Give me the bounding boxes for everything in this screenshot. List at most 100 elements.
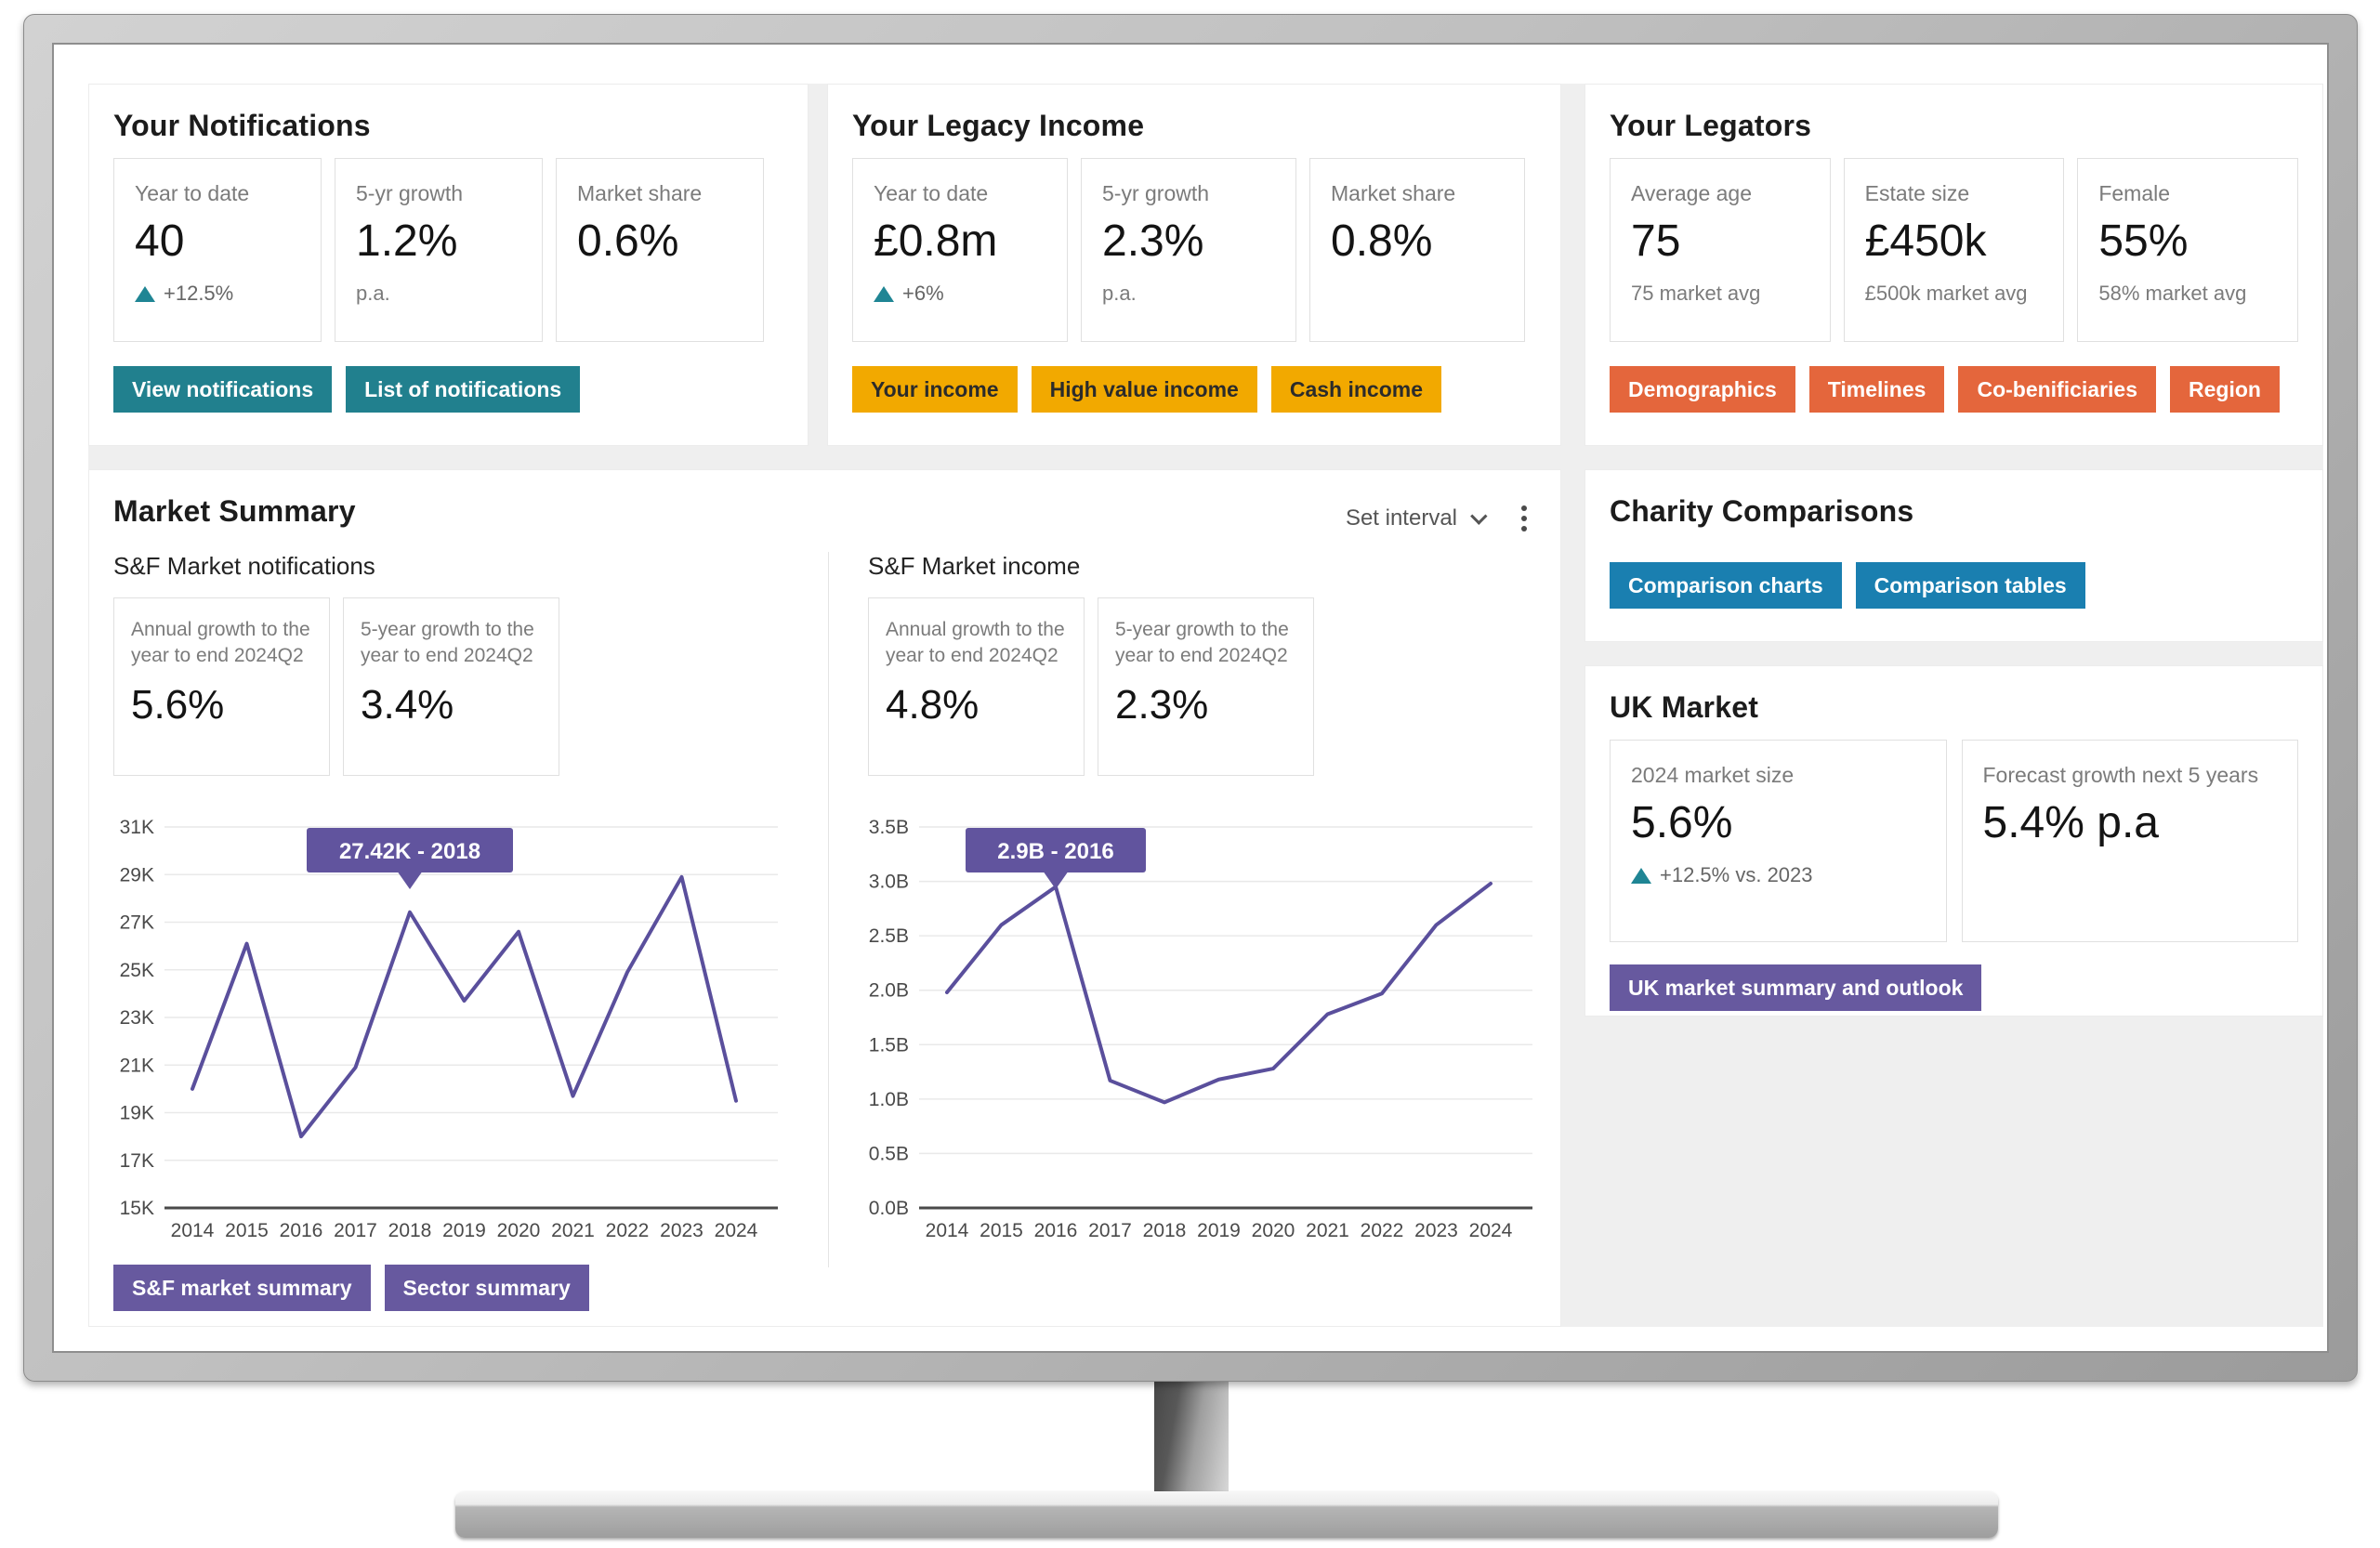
- y-tick-label: 31K: [120, 817, 154, 838]
- stat-value: 55%: [2098, 216, 2189, 266]
- kebab-menu-icon[interactable]: [1519, 504, 1529, 533]
- triangle-up-icon: [874, 285, 894, 302]
- stat-card-5yr-growth: 5-yr growth 1.2% p.a.: [335, 158, 543, 342]
- chart-tooltip-text: 2.9B - 2016: [997, 839, 1113, 864]
- stat-value: 3.4%: [361, 682, 454, 728]
- stat-label: Market share: [1331, 181, 1456, 205]
- stat-label: 5-yr growth: [356, 181, 464, 205]
- panel-title: Charity Comparisons: [1610, 494, 1914, 528]
- x-tick-label: 2017: [334, 1220, 377, 1241]
- y-tick-label: 1.0B: [869, 1089, 909, 1110]
- y-tick-label: 3.0B: [869, 872, 909, 893]
- cash-income-button[interactable]: Cash income: [1270, 366, 1441, 413]
- x-tick-label: 2018: [388, 1220, 432, 1241]
- stat-label: Annual growth to the year to end 2024Q2: [886, 619, 1065, 666]
- triangle-up-icon: [135, 285, 155, 302]
- sf-market-summary-button[interactable]: S&F market summary: [113, 1265, 371, 1311]
- stat-value: 2.3%: [1115, 682, 1209, 728]
- set-interval-dropdown[interactable]: Set interval: [1345, 505, 1488, 531]
- co-benificiaries-button[interactable]: Co-benificiaries: [1958, 366, 2156, 413]
- stat-card-annual-growth: Annual growth to the year to end 2024Q2 …: [868, 597, 1085, 776]
- x-tick-label: 2022: [1361, 1220, 1404, 1241]
- triangle-up-icon: [1631, 867, 1651, 884]
- panel-charity-comparisons: Charity Comparisons Comparison charts Co…: [1584, 469, 2323, 642]
- comparison-tables-button[interactable]: Comparison tables: [1855, 562, 2085, 609]
- panel-title: Your Notifications: [113, 109, 371, 142]
- market-income-line-chart[interactable]: 0.0B 0.5B 1.0B 1.5B 2.0B 2.5B 3.0B 3.5B 2014 2015…: [868, 804, 1545, 1250]
- stat-card-year-to-date: Year to date £0.8m +6%: [852, 158, 1068, 342]
- stat-value: 2.3%: [1102, 216, 1204, 266]
- button-row: S&F market summary Sector summary: [113, 1265, 589, 1311]
- panel-title: Your Legacy Income: [852, 109, 1145, 142]
- set-interval-label: Set interval: [1345, 505, 1457, 531]
- stat-value: 4.8%: [886, 682, 980, 728]
- stat-card-5-year-growth: 5-year growth to the year to end 2024Q2 …: [1098, 597, 1314, 776]
- x-tick-label: 2014: [171, 1220, 215, 1241]
- stat-sub-label: 58% market avg: [2098, 282, 2247, 305]
- stat-value: £0.8m: [874, 216, 998, 266]
- region-button[interactable]: Region: [2170, 366, 2280, 413]
- y-tick-label: 3.5B: [869, 817, 909, 838]
- market-income-column: S&F Market income Annual growth to the y…: [868, 552, 1556, 1250]
- x-tick-label: 2015: [225, 1220, 269, 1241]
- stat-value: 0.8%: [1331, 216, 1433, 266]
- stat-value: 1.2%: [356, 216, 458, 266]
- column-divider: [828, 552, 829, 1267]
- monitor-stand-base: [455, 1491, 1998, 1538]
- stat-value: £450k: [1864, 216, 1987, 266]
- x-tick-label: 2017: [1088, 1220, 1132, 1241]
- stat-label: Year to date: [135, 181, 250, 205]
- view-notifications-button[interactable]: View notifications: [113, 366, 333, 413]
- your-income-button[interactable]: Your income: [852, 366, 1018, 413]
- y-tick-label: 1.5B: [869, 1034, 909, 1056]
- demographics-button[interactable]: Demographics: [1610, 366, 1795, 413]
- market-notifications-column: S&F Market notifications Annual growth t…: [113, 552, 801, 1250]
- stat-card-female: Female 55% 58% market avg: [2077, 158, 2299, 342]
- chevron-down-icon: [1470, 506, 1488, 525]
- x-tick-label: 2019: [1197, 1220, 1241, 1241]
- chart-tooltip: [966, 828, 1146, 872]
- panel-your-notifications: Your Notifications Year to date 40 +12.5…: [88, 84, 809, 446]
- comparison-charts-button[interactable]: Comparison charts: [1610, 562, 1842, 609]
- chart-tooltip-text: 27.42K - 2018: [339, 839, 480, 864]
- panel-title: Your Legators: [1610, 109, 1812, 142]
- y-tick-label: 27K: [120, 912, 154, 934]
- panel-your-legacy-income: Your Legacy Income Year to date £0.8m +6…: [827, 84, 1561, 446]
- data-line: [191, 874, 738, 1139]
- stat-delta: +6%: [874, 282, 1050, 306]
- x-tick-label: 2024: [715, 1220, 758, 1241]
- stat-delta-text: +6%: [902, 282, 944, 305]
- list-of-notifications-button[interactable]: List of notifications: [346, 366, 581, 413]
- stat-value: 40: [135, 216, 185, 266]
- stat-card-annual-growth: Annual growth to the year to end 2024Q2 …: [113, 597, 330, 776]
- x-tick-label: 2016: [1034, 1220, 1078, 1241]
- stat-card-forecast-growth: Forecast growth next 5 years 5.4% p.a: [1961, 740, 2298, 942]
- data-line: [945, 881, 1492, 1105]
- stat-card-average-age: Average age 75 75 market avg: [1610, 158, 1831, 342]
- stat-label: 5-yr growth: [1102, 181, 1210, 205]
- timelines-button[interactable]: Timelines: [1808, 366, 1945, 413]
- y-tick-label: 2.0B: [869, 980, 909, 1002]
- chart-tooltip: [307, 828, 513, 872]
- y-tick-label: 23K: [120, 1007, 154, 1029]
- market-notifications-line-chart[interactable]: 15K 17K 19K 21K 23K 25K 27K 29K 31K 2014 2015 2016 2…: [113, 804, 790, 1250]
- x-tick-label: 2022: [606, 1220, 650, 1241]
- chart-tooltip-pointer: [1043, 871, 1069, 889]
- stat-label: Female: [2098, 181, 2171, 205]
- y-tick-label: 25K: [120, 960, 154, 981]
- stat-label: 2024 market size: [1631, 763, 1795, 787]
- stat-value: 0.6%: [577, 216, 679, 266]
- uk-market-summary-and-outlook-button[interactable]: UK market summary and outlook: [1610, 964, 1982, 1011]
- button-row: UK market summary and outlook: [1610, 964, 2298, 1011]
- stat-value: 5.6%: [131, 682, 225, 728]
- stat-delta: +12.5%: [135, 282, 304, 306]
- x-tick-label: 2023: [1414, 1220, 1458, 1241]
- button-row: Demographics Timelines Co-benificiaries …: [1610, 366, 2298, 413]
- x-tick-label: 2019: [442, 1220, 486, 1241]
- stat-label: Market share: [577, 181, 703, 205]
- stat-card-estate-size: Estate size £450k £500k market avg: [1843, 158, 2065, 342]
- sector-summary-button[interactable]: Sector summary: [384, 1265, 589, 1311]
- high-value-income-button[interactable]: High value income: [1031, 366, 1257, 413]
- y-tick-label: 0.5B: [869, 1143, 909, 1164]
